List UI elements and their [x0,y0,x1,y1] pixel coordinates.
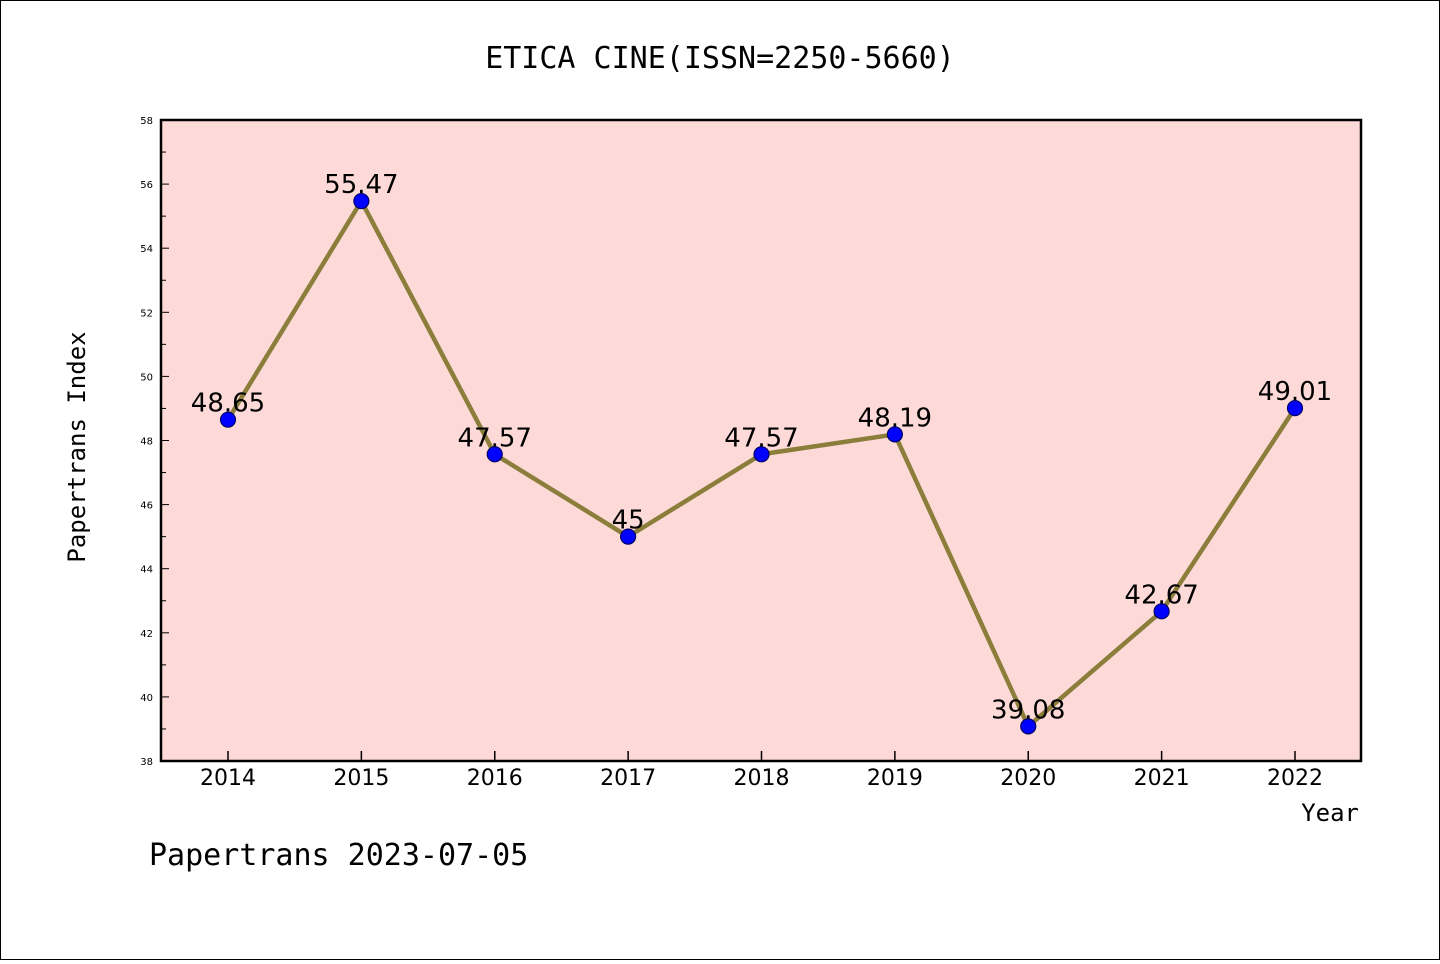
data-label: 55.47 [324,170,398,200]
x-axis-title: Year [1301,799,1359,827]
y-tick-label: 46 [140,501,153,512]
plot-area [161,120,1361,761]
series-layer: 48.65 55.47 47.57 45 47.57 48.19 39.08 42.67 49.… [191,170,1332,735]
data-label: 42.67 [1124,580,1198,610]
data-point [353,192,370,210]
data-label: 48.65 [191,389,265,419]
y-tick-label: 38 [140,757,153,768]
y-tick-label: 42 [140,629,153,640]
x-tick-label: 2014 [200,766,256,791]
data-point [620,528,637,545]
data-label: 39.08 [991,695,1065,725]
y-tick-label: 58 [140,116,153,127]
data-label: 47.57 [458,423,532,453]
chart-title: ETICA CINE(ISSN=2250-5660) [485,41,955,76]
data-label: 49.01 [1258,377,1332,407]
x-tick-label: 2017 [600,766,656,791]
y-tick-label: 48 [140,437,153,448]
x-tick-label: 2021 [1134,766,1190,791]
y-tick-label: 52 [140,308,153,319]
x-tick-label: 2020 [1000,766,1056,791]
x-tick-label: 2016 [467,766,523,791]
data-label: 47.57 [724,423,798,453]
data-point [753,446,770,463]
data-label: 45 [612,506,645,536]
y-tick-label: 56 [140,180,153,191]
x-tick-label: 2015 [333,766,389,791]
data-point [486,446,503,463]
x-axis: 2014 2015 2016 2017 2018 2019 2020 2021 2022 [200,751,1323,791]
x-tick-label: 2018 [734,766,790,791]
data-point [1153,603,1170,620]
y-tick-label: 54 [140,244,153,255]
y-tick-label: 44 [140,565,153,576]
y-tick-label: 50 [140,372,153,383]
data-label: 48.19 [858,403,932,433]
plot-border [159,118,1363,763]
y-axis-title: Papertrans Index [63,331,91,562]
data-point [219,411,237,428]
y-axis: 38 40 42 44 46 48 50 52 54 56 58 [140,116,169,768]
data-point [1020,718,1037,735]
x-tick-label: 2022 [1267,766,1323,791]
footer-credit: Papertrans 2023-07-05 [149,838,528,873]
data-point [886,426,903,443]
y-tick-label: 40 [140,693,153,704]
data-point [1286,400,1304,417]
x-tick-label: 2019 [867,766,923,791]
